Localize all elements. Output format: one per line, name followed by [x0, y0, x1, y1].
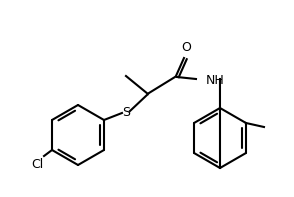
Text: NH: NH	[206, 73, 225, 86]
Text: O: O	[181, 41, 191, 54]
Text: Cl: Cl	[31, 158, 43, 171]
Text: S: S	[122, 106, 130, 119]
